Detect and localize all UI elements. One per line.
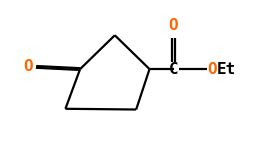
Text: C: C	[169, 62, 178, 77]
Text: Et: Et	[217, 62, 236, 77]
Text: O: O	[207, 62, 217, 77]
Text: O: O	[169, 18, 178, 33]
Text: O: O	[24, 59, 33, 74]
